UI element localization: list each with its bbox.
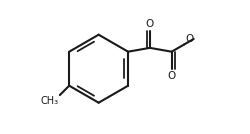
Text: O: O <box>146 19 154 29</box>
Text: O: O <box>168 71 176 81</box>
Text: CH₃: CH₃ <box>41 96 59 106</box>
Text: O: O <box>185 34 193 44</box>
